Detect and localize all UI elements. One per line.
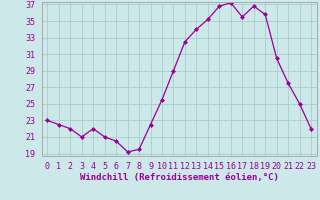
- X-axis label: Windchill (Refroidissement éolien,°C): Windchill (Refroidissement éolien,°C): [80, 173, 279, 182]
